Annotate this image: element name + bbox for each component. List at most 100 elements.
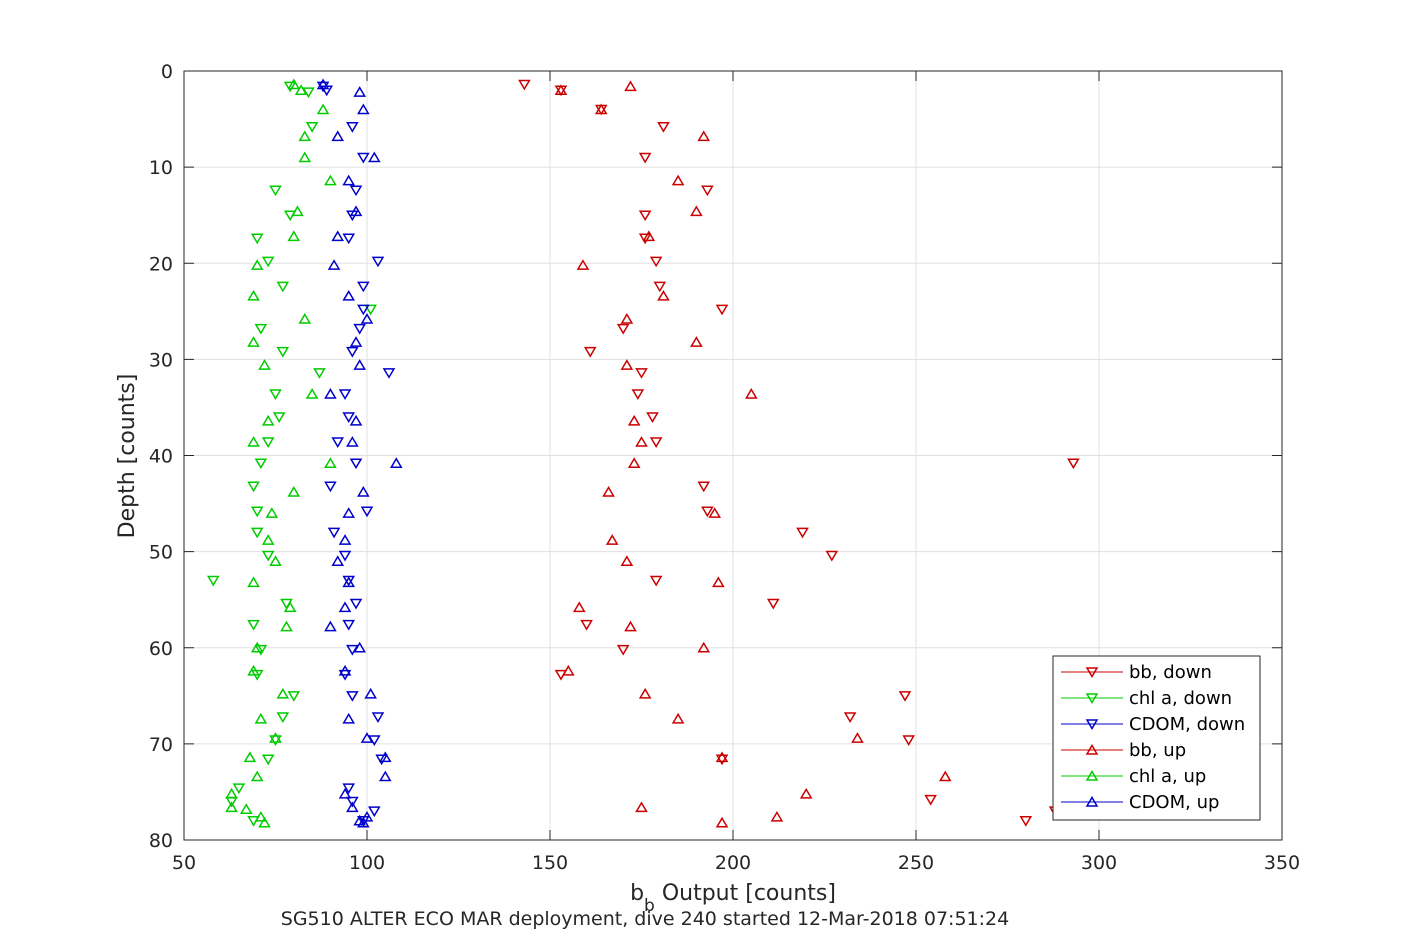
data-point [247, 619, 260, 631]
data-point [342, 174, 356, 186]
data-point [342, 507, 356, 518]
data-point [605, 534, 619, 545]
data-point [624, 80, 637, 92]
data-point [342, 576, 356, 588]
legend-marker-cdom-up [1085, 796, 1099, 807]
data-point [349, 336, 363, 347]
data-point [250, 259, 264, 270]
data-point [580, 619, 593, 631]
y-tick-label: 80 [149, 830, 173, 852]
data-point [602, 486, 615, 497]
data-point [316, 103, 330, 115]
data-point [576, 259, 590, 270]
data-point [799, 787, 813, 799]
data-point [770, 810, 784, 822]
data-point [375, 754, 388, 766]
data-point [357, 281, 370, 293]
data-point [554, 84, 568, 95]
data-point [357, 816, 370, 828]
data-point [378, 770, 392, 782]
data-point [247, 336, 260, 347]
data-point [620, 313, 634, 324]
legend-marker-bb-up [1085, 744, 1099, 755]
data-series [206, 78, 1080, 828]
legend-label-chl-a-down: chl a, down [1129, 688, 1232, 709]
data-point [364, 304, 377, 316]
data-point [357, 486, 370, 497]
data-point [371, 712, 385, 723]
data-point [1019, 816, 1033, 827]
data-point [243, 751, 257, 763]
data-point [902, 735, 915, 747]
data-point [225, 801, 238, 813]
data-point [715, 816, 729, 828]
data-point [261, 534, 275, 545]
data-point [843, 712, 857, 723]
data-point [247, 289, 260, 301]
data-point [353, 86, 366, 97]
data-point [657, 122, 670, 133]
data-point [254, 644, 268, 656]
data-point [250, 506, 264, 518]
data-point [269, 389, 282, 400]
series-cdom-up [316, 78, 403, 828]
data-point [269, 555, 282, 566]
data-point [627, 414, 641, 426]
data-point [331, 230, 345, 242]
data-point [269, 732, 282, 743]
data-point [346, 346, 359, 358]
data-point [287, 691, 301, 702]
data-point [331, 555, 345, 566]
figure-caption: SG510 ALTER ECO MAR deployment, dive 240… [281, 908, 1009, 930]
data-point [338, 664, 352, 676]
legend: bb, down chl a, down CDOM, down bb, up chl a… [1052, 655, 1261, 821]
y-tick-label: 30 [149, 349, 173, 371]
data-point [283, 601, 297, 613]
data-point [360, 732, 374, 743]
data-point [349, 205, 363, 217]
data-point [349, 458, 363, 470]
data-point [360, 313, 374, 324]
data-point [294, 84, 308, 95]
y-axis-title: Depth [counts] [115, 374, 140, 539]
data-point [287, 78, 301, 90]
data-point [338, 787, 352, 799]
x-tick-label: 150 [532, 852, 568, 874]
data-point [324, 457, 337, 468]
data-point [342, 412, 356, 424]
data-point [624, 620, 637, 632]
data-point [283, 81, 297, 93]
data-point [796, 527, 809, 539]
data-point [616, 323, 630, 335]
data-point [697, 641, 711, 653]
y-tick-label: 70 [149, 734, 173, 756]
data-point [701, 506, 714, 518]
data-point [616, 644, 630, 656]
data-point [269, 735, 282, 747]
x-tick-label: 100 [349, 852, 385, 874]
data-point [353, 359, 366, 370]
data-point [258, 359, 271, 370]
data-point [371, 256, 385, 268]
data-point [265, 507, 279, 518]
data-point [291, 205, 304, 217]
data-point [368, 806, 381, 818]
data-point [324, 620, 337, 632]
data-point [638, 233, 652, 245]
data-point [649, 437, 663, 449]
y-tick-label: 0 [161, 61, 173, 83]
x-tick-label: 350 [1264, 852, 1300, 874]
data-point [324, 481, 337, 493]
data-point [261, 414, 275, 426]
data-point [247, 436, 260, 447]
data-point [305, 122, 319, 133]
data-point [635, 436, 648, 447]
data-point [254, 458, 268, 470]
data-point [620, 359, 634, 370]
data-point [638, 687, 652, 699]
data-point [851, 732, 864, 743]
data-point [276, 712, 290, 723]
data-point [298, 313, 312, 324]
data-point [620, 555, 634, 566]
data-point [254, 323, 268, 335]
